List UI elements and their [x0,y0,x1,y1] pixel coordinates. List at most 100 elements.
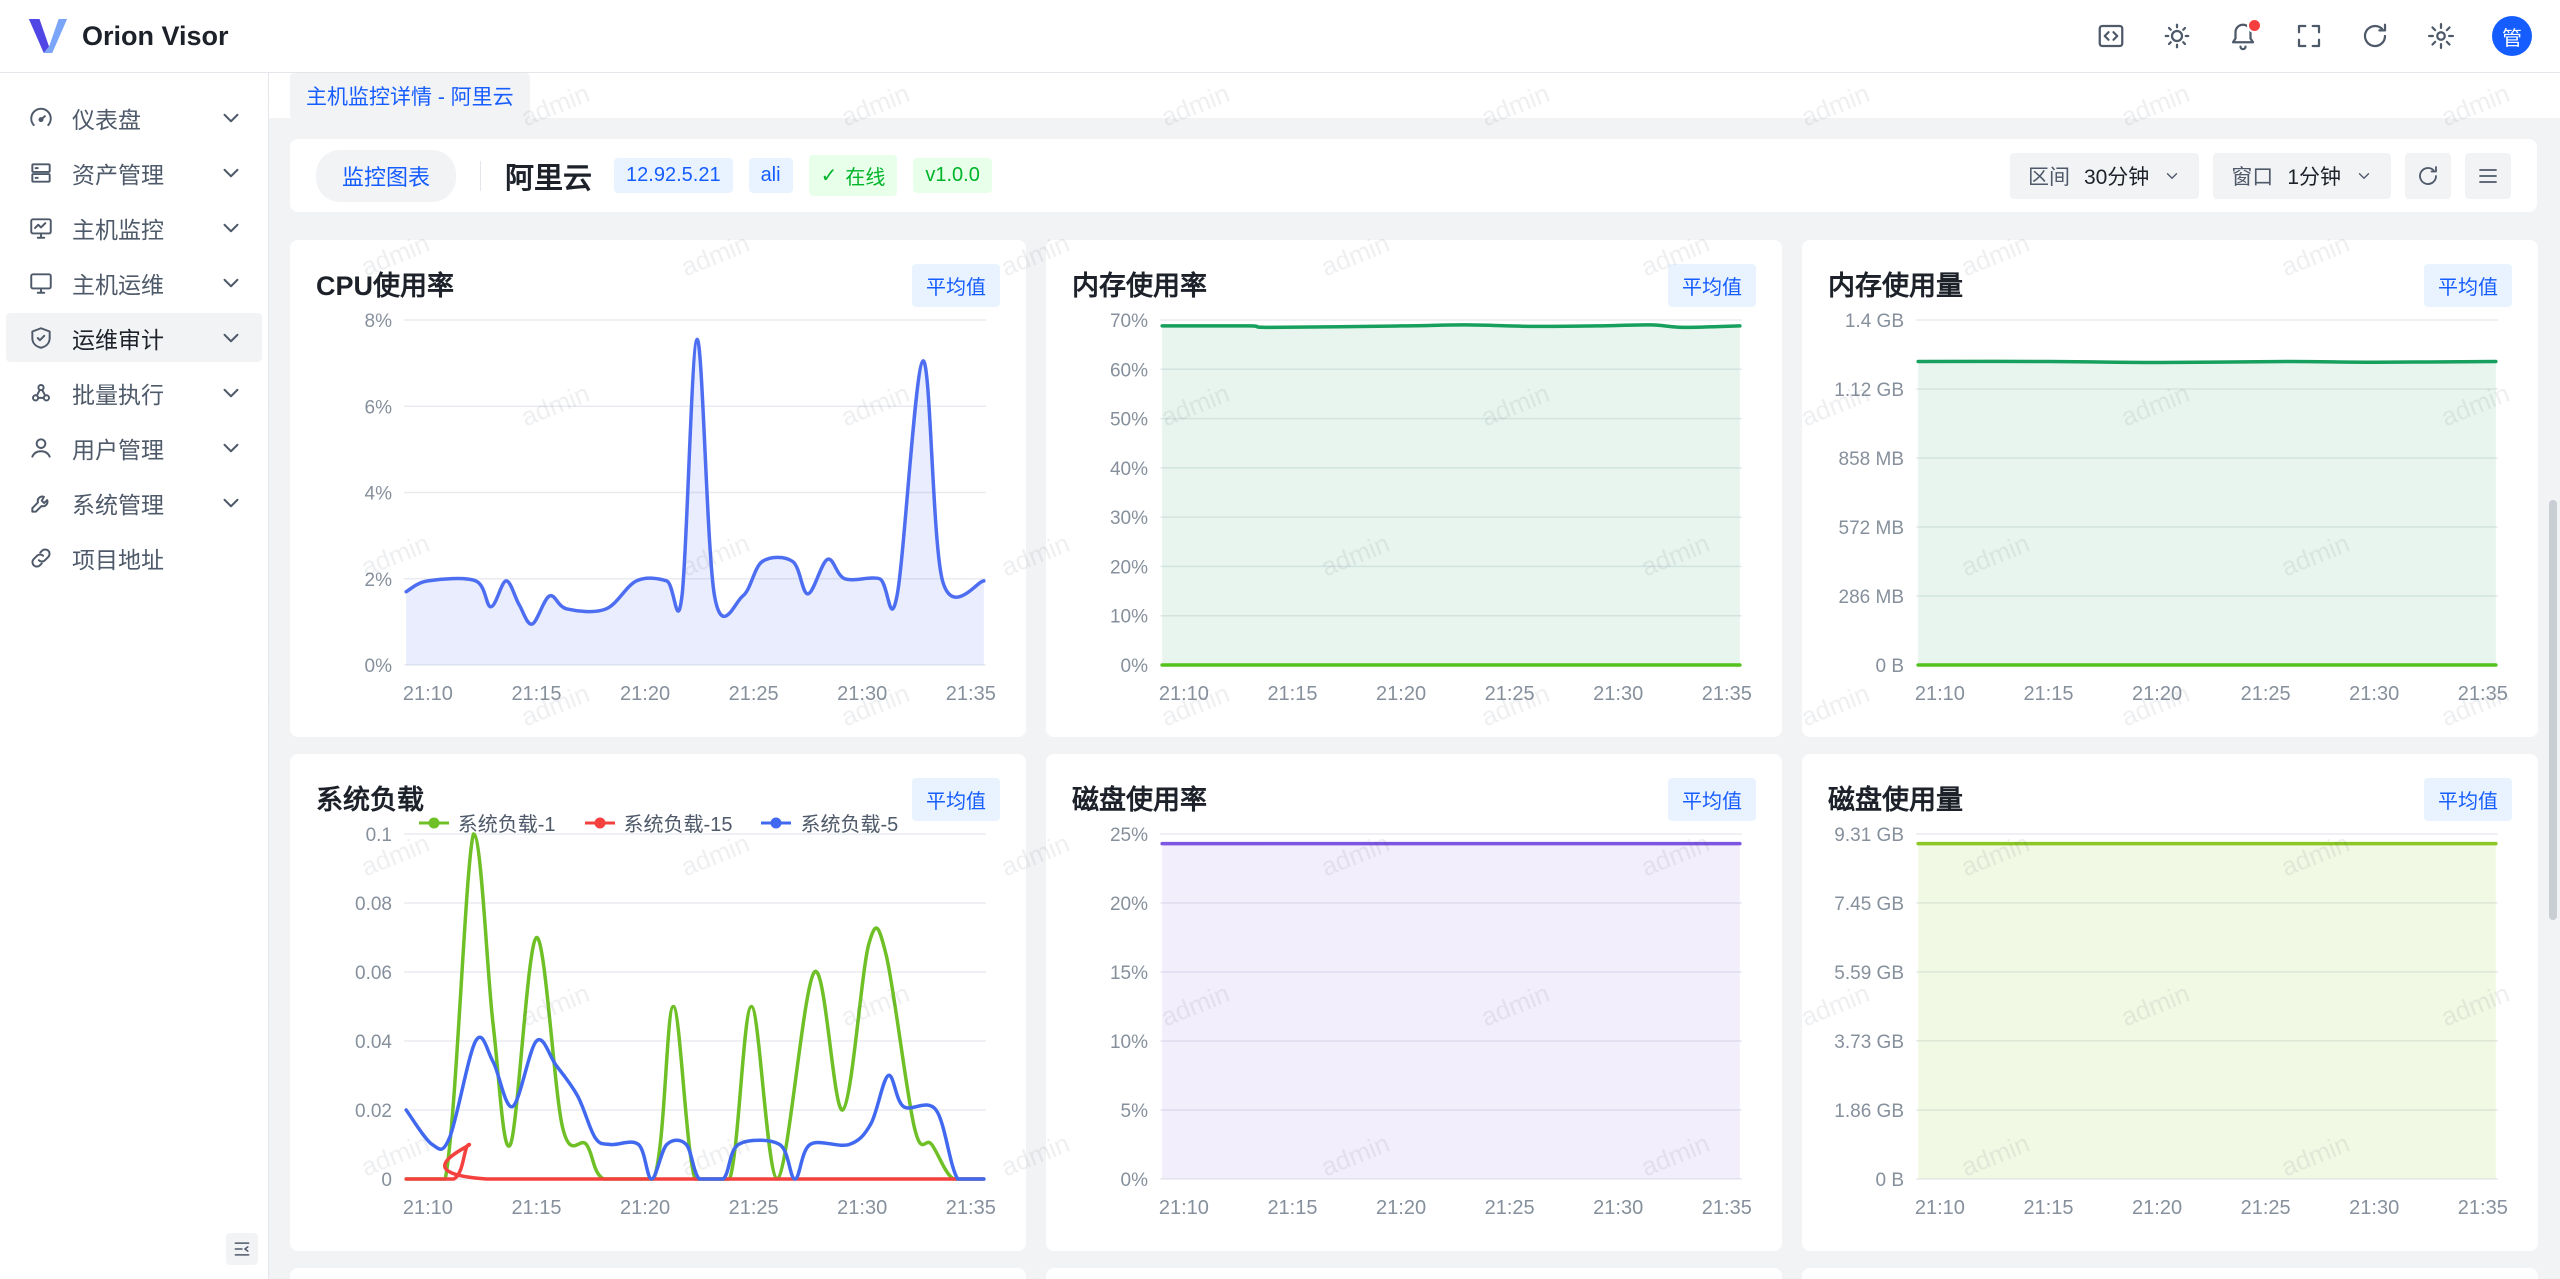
host-toolbar-card: 监控图表 阿里云 12.92.5.21 ali ✓ 在线 v1.0.0 区间 30… [290,139,2537,212]
orion-visor-logo-icon [28,19,68,53]
svg-text:286 MB: 286 MB [1839,587,1904,608]
svg-text:0%: 0% [1121,656,1149,677]
legend-label: 系统负载-1 [457,814,556,836]
window-label: 窗口 [2231,165,2274,189]
svg-text:0.1: 0.1 [366,825,392,846]
sidebar-collapse-button[interactable] [226,1233,258,1265]
legend-item[interactable]: 系统负载-15 [584,808,733,837]
settings-gear-icon[interactable] [2426,21,2456,51]
svg-text:1.12 GB: 1.12 GB [1834,380,1904,401]
chevron-down-icon [2355,167,2373,185]
brand: Orion Visor [28,19,229,53]
system-load-chart[interactable]: 0.1 0.08 0.06 0.04 0.02 0 21:10 21:15 21:20 21:25… [316,818,1000,1223]
chart-layout-menu-button[interactable] [2465,152,2511,199]
next-row-card-partial [1802,1268,2538,1279]
wrench-icon [28,490,54,516]
cpu-usage-chart[interactable]: 8% 6% 4% 2% 0% 21:10 21:15 21:20 21:25 21:30 21:35 [316,304,1000,709]
sidebar-item-label: 主机运维 [72,271,164,298]
svg-text:21:10: 21:10 [403,683,453,705]
breadcrumb[interactable]: 主机监控详情 - 阿里云 [290,72,530,119]
shield-check-icon [28,325,54,351]
range-value: 30分钟 [2083,165,2150,189]
average-badge: 平均值 [912,264,1000,307]
svg-text:21:35: 21:35 [1702,1197,1752,1219]
sidebar-item-label: 仪表盘 [72,106,141,133]
sidebar-item-host-monitor[interactable]: 主机监控 [6,203,262,252]
svg-text:21:10: 21:10 [1159,683,1209,705]
memory-usage-rate-chart[interactable]: 70% 60% 50% 40% 30% 20% 10% 0% 21:10 21:15 21:20 21… [1072,304,1756,709]
svg-text:70%: 70% [1110,311,1148,332]
svg-text:21:35: 21:35 [946,683,996,705]
disk-usage-rate-chart[interactable]: 25% 20% 15% 10% 5% 0% 21:10 21:15 21:20 21:25 21:3… [1072,818,1756,1223]
sidebar-item-system-mgmt[interactable]: 系统管理 [6,478,262,527]
notification-bell-icon[interactable] [2228,18,2262,51]
fullscreen-icon[interactable] [2294,21,2324,51]
disk-usage-amount-chart[interactable]: 9.31 GB 7.45 GB 5.59 GB 3.73 GB 1.86 GB 0 B 21… [1828,818,2512,1223]
svg-text:21:35: 21:35 [2458,683,2508,705]
sidebar-item-user-mgmt[interactable]: 用户管理 [6,423,262,472]
average-badge: 平均值 [2424,778,2512,821]
legend-item[interactable]: 系统负载-1 [418,808,556,837]
code-icon[interactable] [2096,21,2126,51]
sidebar-item-project-url[interactable]: 项目地址 [6,533,262,582]
svg-text:21:30: 21:30 [1593,1197,1643,1219]
sidebar-item-assets[interactable]: 资产管理 [6,148,262,197]
refresh-icon[interactable] [2360,21,2390,51]
chevron-down-icon [218,435,244,461]
chevron-down-icon [218,325,244,351]
window-select[interactable]: 窗口 1分钟 [2213,152,2391,199]
svg-text:5%: 5% [1121,1101,1149,1122]
svg-text:5.59 GB: 5.59 GB [1834,963,1904,984]
svg-text:21:25: 21:25 [729,1197,779,1219]
sidebar-item-label: 项目地址 [72,546,164,573]
svg-text:25%: 25% [1110,825,1148,846]
memory-usage-amount-card: 内存使用量 平均值 1.4 GB 1.12 GB 858 MB 572 MB 286 M… [1802,240,2538,737]
chart-title: 内存使用率 [1072,271,1207,301]
next-row-card-partial [290,1268,1026,1279]
sidebar-item-host-ops[interactable]: 主机运维 [6,258,262,307]
chevron-down-icon [218,160,244,186]
chevron-down-icon [218,105,244,131]
memory-usage-amount-chart[interactable]: 1.4 GB 1.12 GB 858 MB 572 MB 286 MB 0 B 21:10 2… [1828,304,2512,709]
svg-text:60%: 60% [1110,360,1148,381]
user-avatar[interactable]: 管 [2492,16,2532,56]
host-version-badge: v1.0.0 [913,158,992,193]
legend-marker [584,817,615,828]
sidebar-item-batch-exec[interactable]: 批量执行 [6,368,262,417]
system-load-legend: 系统负载-1 系统负载-15 系统负载-5 [290,808,1026,837]
chevron-down-icon [2163,167,2181,185]
legend-item[interactable]: 系统负载-5 [760,808,898,837]
svg-text:21:25: 21:25 [729,683,779,705]
svg-text:0.08: 0.08 [355,894,392,915]
chevron-down-icon [218,270,244,296]
link-icon [28,545,54,571]
svg-text:10%: 10% [1110,607,1148,628]
chart-title: 磁盘使用量 [1828,785,1963,815]
svg-text:21:30: 21:30 [2349,1197,2399,1219]
sidebar-item-label: 用户管理 [72,436,164,463]
page-scrollbar-thumb[interactable] [2549,500,2557,920]
tab-monitor-charts[interactable]: 监控图表 [316,149,457,202]
svg-text:21:15: 21:15 [2023,683,2073,705]
disk-usage-amount-card: 磁盘使用量 平均值 9.31 GB 7.45 GB 5.59 GB 3.73 GB 1.… [1802,754,2538,1251]
chart-refresh-button[interactable] [2405,152,2451,199]
svg-text:21:15: 21:15 [1267,1197,1317,1219]
svg-text:3.73 GB: 3.73 GB [1834,1032,1904,1053]
sidebar-item-dashboard[interactable]: 仪表盘 [6,93,262,142]
average-badge: 平均值 [1668,778,1756,821]
divider [480,160,482,191]
svg-text:20%: 20% [1110,894,1148,915]
cpu-usage-card: CPU使用率 平均值 8% 6% 4% 2% 0% 21:10 21:15 21:20 21:2… [290,240,1026,737]
breadcrumb-bar: 主机监控详情 - 阿里云 [269,72,2560,119]
range-select[interactable]: 区间 30分钟 [2009,152,2200,199]
check-icon: ✓ [820,165,838,187]
chart-title: 磁盘使用率 [1072,785,1207,815]
theme-sun-icon[interactable] [2162,21,2192,51]
svg-text:4%: 4% [365,484,393,505]
legend-label: 系统负载-15 [623,814,733,836]
sidebar-item-ops-audit[interactable]: 运维审计 [6,313,262,362]
chart-title: CPU使用率 [316,271,455,301]
svg-text:21:20: 21:20 [1376,683,1426,705]
svg-text:21:20: 21:20 [620,683,670,705]
monitor-icon [28,270,54,296]
